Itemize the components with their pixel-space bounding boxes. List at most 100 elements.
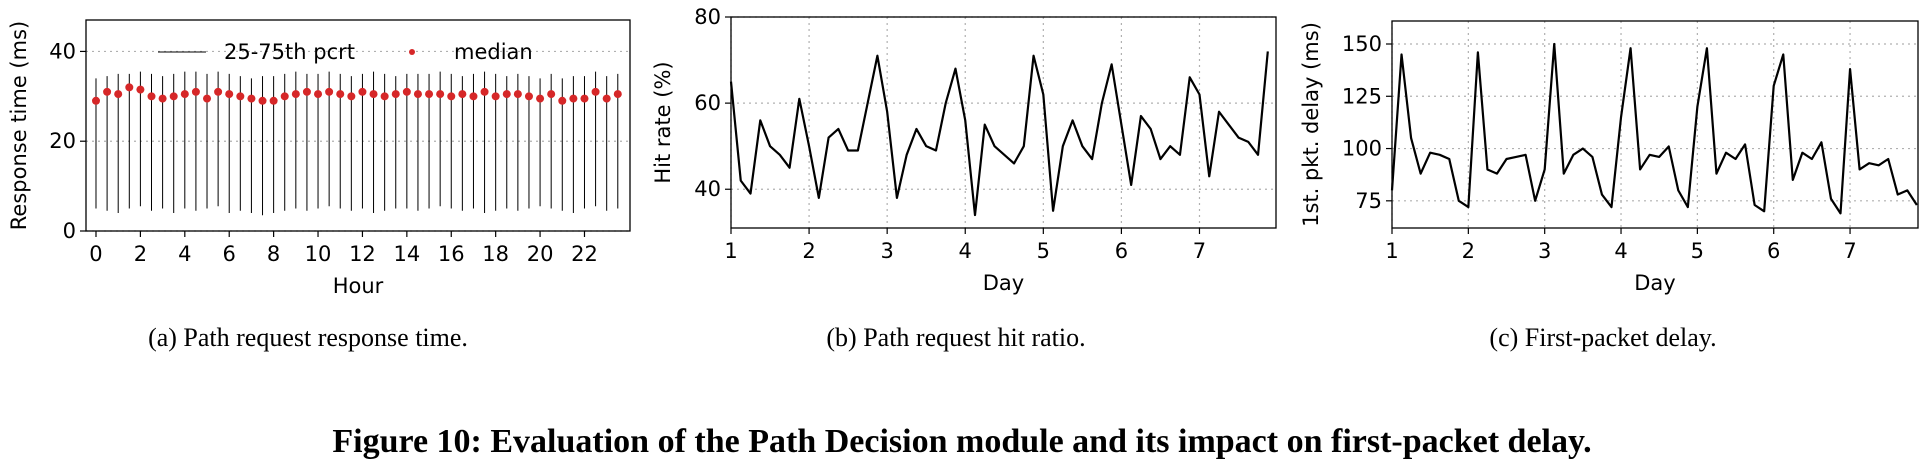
x-tick-label: 5 xyxy=(1691,239,1704,263)
median-dot xyxy=(480,87,489,96)
legend-label: median xyxy=(454,40,533,64)
median-dot xyxy=(191,87,200,96)
y-axis-label: 1st. pkt. delay (ms) xyxy=(1299,22,1323,227)
median-dot xyxy=(258,96,267,105)
y-tick-label: 0 xyxy=(63,219,76,243)
x-tick-label: 7 xyxy=(1843,239,1856,263)
median-dot xyxy=(513,90,522,99)
y-tick-label: 80 xyxy=(694,5,721,29)
median-dot xyxy=(169,92,178,101)
median-dot xyxy=(247,94,256,103)
median-dot xyxy=(225,90,234,99)
x-tick-label: 4 xyxy=(959,239,972,263)
median-dot xyxy=(358,87,367,96)
y-tick-label: 100 xyxy=(1342,137,1382,161)
median-dot xyxy=(236,92,245,101)
x-tick-label: 16 xyxy=(438,242,465,266)
x-axis-label: Hour xyxy=(333,274,384,298)
y-tick-label: 75 xyxy=(1355,189,1382,213)
median-dot xyxy=(147,92,156,101)
median-dot xyxy=(402,87,411,96)
line-series xyxy=(729,51,1269,217)
median-dot xyxy=(602,94,611,103)
x-tick-label: 6 xyxy=(1767,239,1780,263)
legend-label: 25-75th pcrt xyxy=(224,40,355,64)
median-dot xyxy=(103,87,112,96)
median-dot xyxy=(136,85,145,94)
x-tick-label: 8 xyxy=(267,242,280,266)
median-dot xyxy=(458,90,467,99)
median-dot xyxy=(91,96,100,105)
median-dot xyxy=(580,94,589,103)
median-dot xyxy=(214,87,223,96)
median-dot xyxy=(591,87,600,96)
plot-frame xyxy=(1391,20,1919,229)
x-tick-label: 4 xyxy=(178,242,191,266)
median-dot xyxy=(280,92,289,101)
x-axis-label: Day xyxy=(983,271,1024,295)
x-tick-label: 20 xyxy=(527,242,554,266)
x-tick-label: 2 xyxy=(1462,239,1475,263)
median-dot xyxy=(369,90,378,99)
y-tick-label: 150 xyxy=(1342,32,1382,56)
x-tick-label: 1 xyxy=(1385,239,1398,263)
median-dot xyxy=(491,92,500,101)
median-dot xyxy=(391,90,400,99)
x-tick-label: 3 xyxy=(880,239,893,263)
x-tick-label: 2 xyxy=(802,239,815,263)
median-dot xyxy=(436,90,445,99)
median-dot xyxy=(347,92,356,101)
y-tick-label: 40 xyxy=(49,39,76,63)
median-dot xyxy=(203,94,212,103)
median-dot xyxy=(536,94,545,103)
x-tick-label: 4 xyxy=(1614,239,1627,263)
median-dot xyxy=(325,87,334,96)
x-tick-label: 7 xyxy=(1193,239,1206,263)
figure-caption: Figure 10: Evaluation of the Path Decisi… xyxy=(332,423,1591,460)
y-tick-label: 20 xyxy=(49,129,76,153)
y-axis-label: Response time (ms) xyxy=(7,21,31,230)
y-tick-label: 125 xyxy=(1342,84,1382,108)
x-tick-label: 0 xyxy=(89,242,102,266)
median-dot xyxy=(380,92,389,101)
median-dot xyxy=(524,92,533,101)
x-tick-label: 22 xyxy=(571,242,598,266)
x-tick-label: 1 xyxy=(724,239,737,263)
plot-frame xyxy=(730,16,1277,229)
x-tick-label: 2 xyxy=(134,242,147,266)
median-dot xyxy=(502,90,511,99)
median-dot xyxy=(558,96,567,105)
median-dot xyxy=(269,96,278,105)
x-tick-label: 3 xyxy=(1538,239,1551,263)
median-dot xyxy=(302,87,311,96)
plot-frame xyxy=(85,19,631,232)
subfigure-caption: (c) First-packet delay. xyxy=(1489,323,1716,352)
median-dot xyxy=(569,94,578,103)
subfigure-caption: (a) Path request response time. xyxy=(148,323,468,352)
x-tick-label: 12 xyxy=(349,242,376,266)
median-dot xyxy=(291,90,300,99)
x-tick-label: 18 xyxy=(482,242,509,266)
x-tick-label: 6 xyxy=(1115,239,1128,263)
median-dot xyxy=(314,90,323,99)
median-dot xyxy=(613,90,622,99)
median-dot xyxy=(336,90,345,99)
y-axis-label: Hit rate (%) xyxy=(651,61,675,183)
x-tick-label: 14 xyxy=(393,242,420,266)
line-series xyxy=(1390,42,1918,215)
median-dot xyxy=(547,90,556,99)
x-tick-label: 10 xyxy=(305,242,332,266)
subfigure-caption: (b) Path request hit ratio. xyxy=(826,323,1085,352)
x-axis-label: Day xyxy=(1634,271,1675,295)
legend-swatch xyxy=(409,49,415,55)
median-dot xyxy=(425,90,434,99)
x-tick-label: 6 xyxy=(223,242,236,266)
median-dot xyxy=(114,90,123,99)
median-dot xyxy=(447,92,456,101)
median-dot xyxy=(158,94,167,103)
median-dot xyxy=(469,92,478,101)
median-dot xyxy=(180,90,189,99)
x-tick-label: 5 xyxy=(1037,239,1050,263)
median-dot xyxy=(413,90,422,99)
